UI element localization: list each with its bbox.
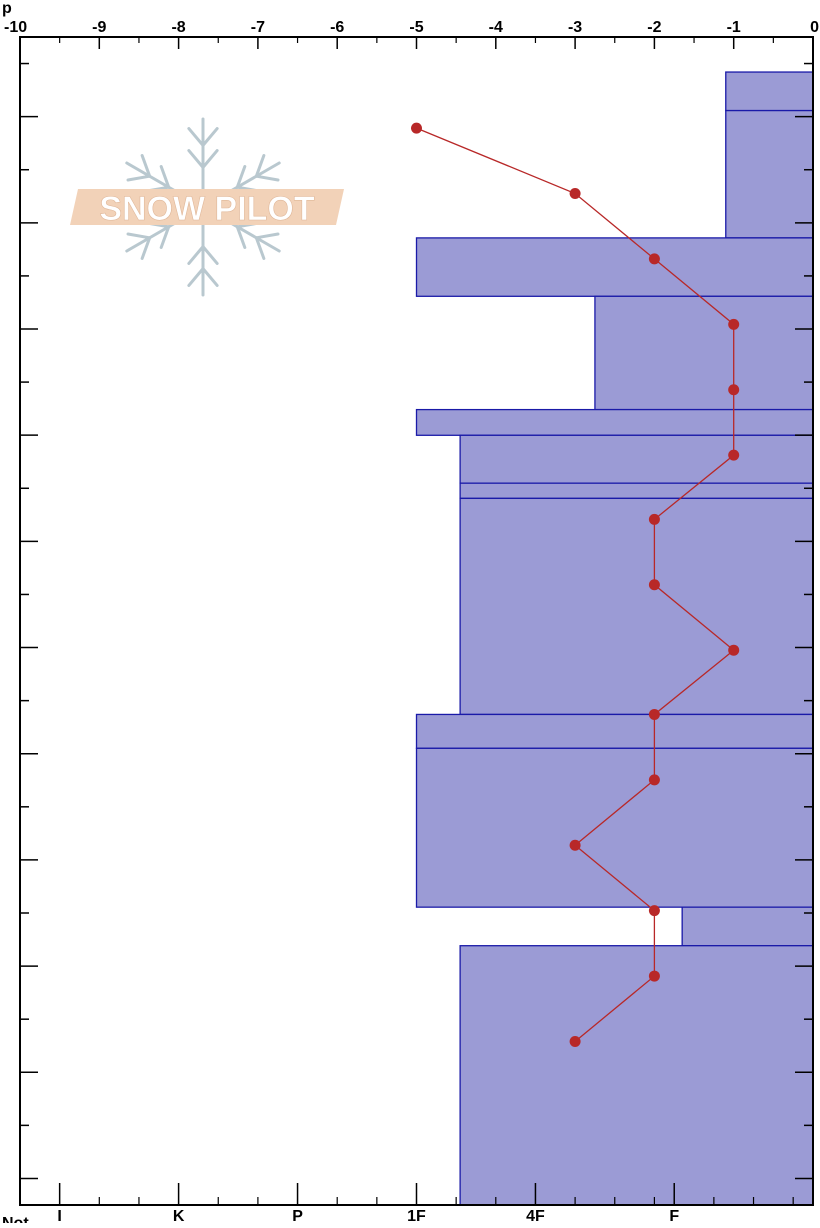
snowflake-branch	[201, 149, 219, 169]
snowflake-branch	[187, 127, 205, 147]
top-axis-tick-label: -10	[4, 19, 27, 36]
snowflake-branch	[254, 174, 280, 182]
temperature-point	[648, 253, 660, 265]
temperature-point	[648, 905, 660, 917]
hardness-layer-bar	[725, 109, 814, 239]
snowflake-branch	[140, 236, 152, 260]
hardness-layer-bar	[415, 408, 814, 436]
snowflake-branch	[254, 232, 280, 240]
temperature-point	[728, 644, 740, 656]
snowflake-branch	[140, 154, 152, 178]
temperature-point	[569, 839, 581, 851]
hardness-layer-bar	[459, 497, 814, 716]
snowflake-branch	[126, 174, 152, 182]
hardness-layer-bar	[415, 747, 814, 908]
hardness-layers	[415, 71, 814, 1206]
snowflake-branch	[254, 236, 266, 260]
temperature-point	[648, 579, 660, 591]
snowflake-branch	[235, 225, 247, 249]
temperature-profile	[411, 122, 740, 1047]
hardness-layer-bar	[594, 295, 814, 411]
snowflake-branch	[254, 154, 266, 178]
temperature-point	[648, 513, 660, 525]
top-axis-tick-label: -5	[409, 19, 423, 36]
top-axis-tick-label: -6	[330, 19, 344, 36]
logo-banner	[70, 189, 344, 225]
top-axis-tick-label: -3	[568, 19, 582, 36]
temperature-point	[728, 318, 740, 330]
chart-title-fragment: p	[2, 0, 12, 17]
bottom-axis-tick-label: 1F	[407, 1208, 426, 1223]
bottom-axis-tick-label: I	[57, 1208, 61, 1223]
hardness-layer-bar	[681, 906, 814, 947]
top-axis-tick-label: -4	[489, 19, 503, 36]
temperature-point	[411, 122, 422, 134]
bottom-axis-tick-label: P	[292, 1208, 303, 1223]
snowflake-branch	[201, 267, 219, 287]
temperature-point	[728, 384, 740, 396]
snowflake-branch	[187, 245, 205, 265]
chart-footer-fragment: Not	[2, 1215, 29, 1223]
hardness-layer-bar	[415, 713, 814, 749]
hardness-layer-bar	[459, 434, 814, 484]
top-axis-tick-label: 0	[810, 19, 819, 36]
bottom-axis-tick-label: F	[669, 1208, 679, 1223]
snowflake-branch	[126, 232, 152, 240]
logo-text: SNOW PILOT	[99, 190, 315, 228]
snowflake-branch	[235, 165, 247, 189]
snowflake-branch	[187, 149, 205, 169]
top-axis-tick-label: -7	[251, 19, 265, 36]
top-axis-tick-label: -8	[171, 19, 185, 36]
temperature-point	[569, 188, 581, 200]
snowflake-branch	[201, 245, 219, 265]
bottom-axis-tick-label: 4F	[526, 1208, 545, 1223]
hardness-layer-bar	[415, 237, 814, 297]
snowflake-branch	[159, 225, 171, 249]
snow-pilot-logo: SNOW PILOT	[70, 117, 344, 297]
snowflake-branch	[187, 267, 205, 287]
temperature-point	[569, 1035, 581, 1047]
top-axis-tick-label: -1	[727, 19, 741, 36]
temperature-point	[728, 449, 740, 461]
top-axis-tick-label: -2	[647, 19, 661, 36]
hardness-layer-bar	[725, 71, 814, 112]
hardness-layer-bar	[459, 945, 814, 1206]
top-axis-tick-label: -9	[92, 19, 106, 36]
snowflake-branch	[159, 165, 171, 189]
temperature-point	[648, 708, 660, 720]
bottom-axis-tick-label: K	[173, 1208, 185, 1223]
snowflake-branch	[201, 127, 219, 147]
temperature-point	[648, 774, 660, 786]
hardness-layer-bar	[459, 482, 814, 500]
chart-axes: -10 -9 -8 -7 -6 -5 -4 -3 -2 -1 0I K P 1F 4F F	[4, 19, 819, 1225]
temperature-point	[648, 970, 660, 982]
